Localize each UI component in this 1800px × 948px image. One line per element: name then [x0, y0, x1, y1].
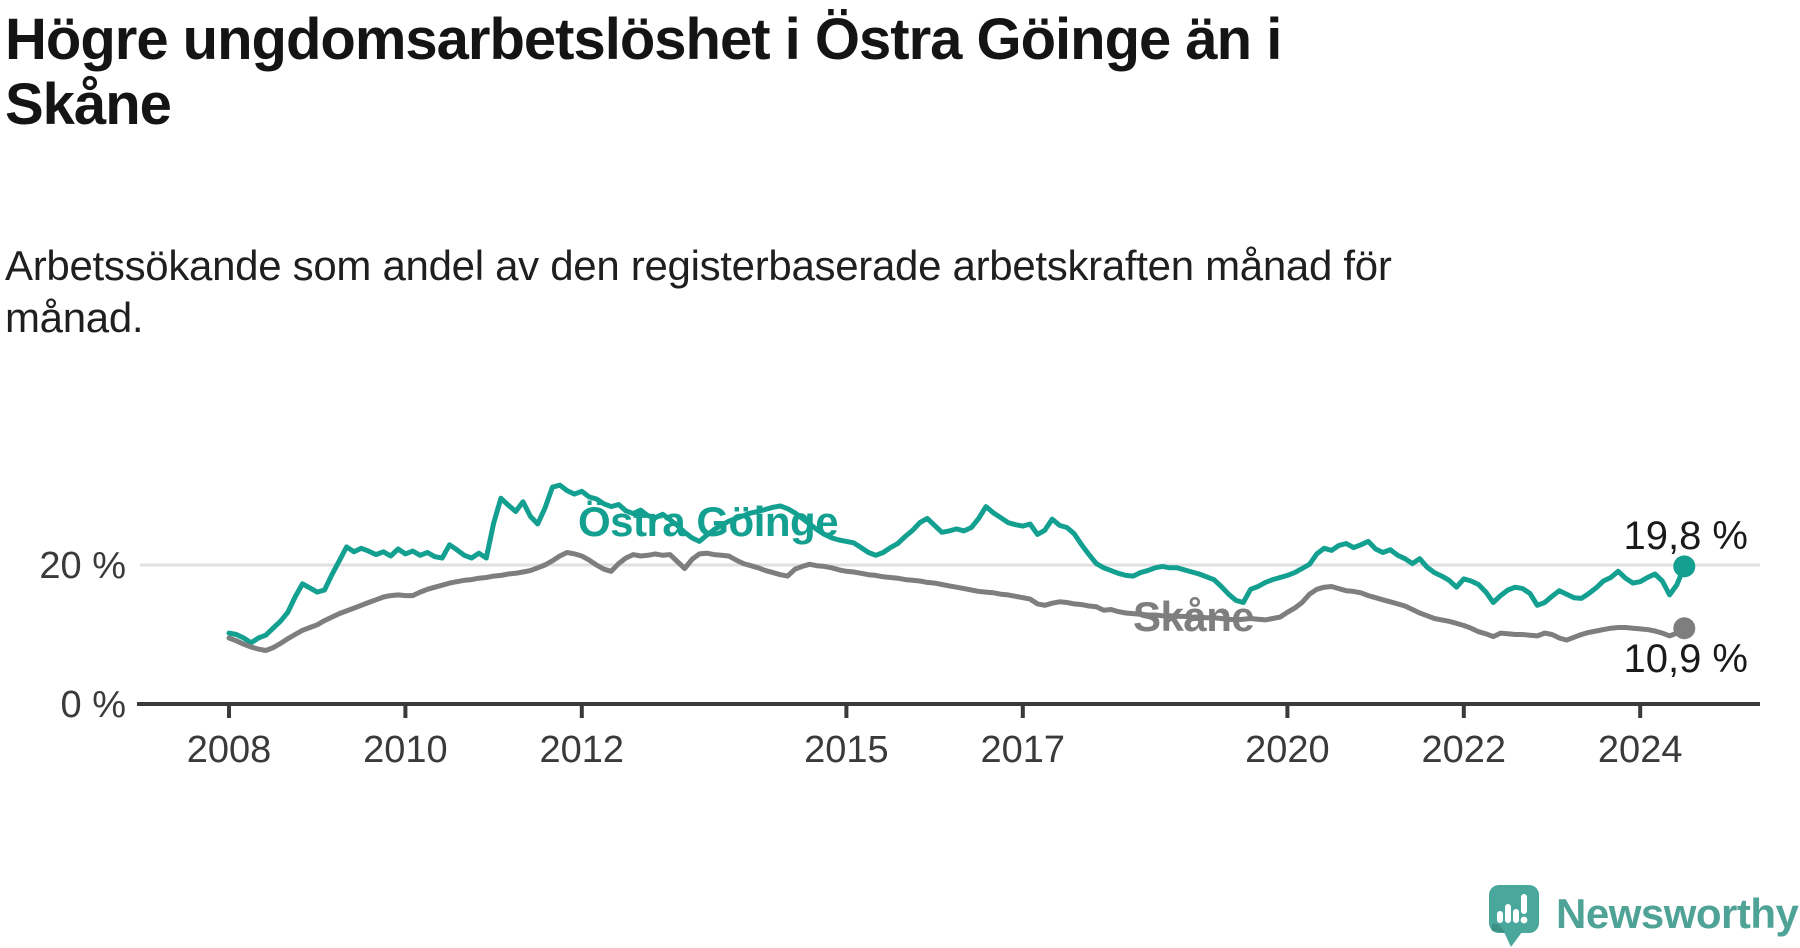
series-end-dot-1 [1673, 555, 1696, 578]
x-tick-label-2012: 2012 [540, 729, 625, 771]
series-line-2 [226, 550, 1687, 653]
series-end-value-1: 19,8 % [1623, 514, 1748, 558]
x-tick-label-2008: 2008 [187, 729, 272, 771]
series-end-value-2: 10,9 % [1623, 637, 1748, 681]
page-subtitle: Arbetssökande som andel av den registerb… [5, 242, 1392, 342]
x-tick-label-2020: 2020 [1245, 729, 1330, 771]
series-end-dot-2 [1673, 617, 1696, 640]
y-tick-label-0: 0 % [61, 684, 126, 726]
page-title: Högre ungdomsarbetslöshet i Östra Göinge… [5, 7, 1282, 137]
newsworthy-logo: Newsworthy [1488, 884, 1799, 948]
series-label-2: Skåne [1133, 593, 1254, 640]
x-tick-label-2010: 2010 [363, 729, 448, 771]
series-label-1: Östra Göinge [578, 498, 838, 545]
x-tick-label-2024: 2024 [1598, 729, 1683, 771]
series-line-1 [226, 482, 1687, 646]
newsworthy-bubble-icon [1489, 885, 1539, 947]
x-tick-label-2022: 2022 [1422, 729, 1507, 771]
newsworthy-logo-text: Newsworthy [1556, 890, 1799, 937]
y-tick-label-20: 20 % [39, 545, 126, 587]
x-tick-label-2015: 2015 [804, 729, 889, 771]
x-tick-label-2017: 2017 [981, 729, 1066, 771]
